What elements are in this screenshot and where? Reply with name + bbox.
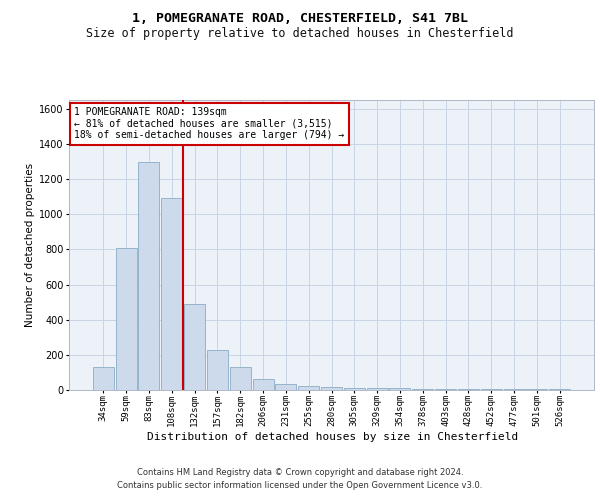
Bar xyxy=(344,388,365,390)
Bar xyxy=(526,389,547,390)
Bar xyxy=(161,198,182,390)
Y-axis label: Number of detached properties: Number of detached properties xyxy=(25,163,35,327)
Bar xyxy=(549,389,570,390)
Bar xyxy=(139,162,160,390)
Bar xyxy=(230,367,251,390)
Bar xyxy=(253,378,274,390)
Bar xyxy=(93,367,114,390)
Bar xyxy=(184,304,205,390)
Text: Contains HM Land Registry data © Crown copyright and database right 2024.: Contains HM Land Registry data © Crown c… xyxy=(137,468,463,477)
Bar xyxy=(435,389,456,390)
Bar xyxy=(321,388,342,390)
Bar xyxy=(298,386,319,390)
Bar xyxy=(207,350,228,390)
Text: 1, POMEGRANATE ROAD, CHESTERFIELD, S41 7BL: 1, POMEGRANATE ROAD, CHESTERFIELD, S41 7… xyxy=(132,12,468,26)
Text: Size of property relative to detached houses in Chesterfield: Size of property relative to detached ho… xyxy=(86,28,514,40)
Bar xyxy=(412,389,433,390)
Bar xyxy=(458,389,479,390)
Bar xyxy=(503,389,524,390)
Bar xyxy=(367,388,388,390)
Text: Contains public sector information licensed under the Open Government Licence v3: Contains public sector information licen… xyxy=(118,480,482,490)
Text: Distribution of detached houses by size in Chesterfield: Distribution of detached houses by size … xyxy=(148,432,518,442)
Bar xyxy=(275,384,296,390)
Bar xyxy=(389,388,410,390)
Bar xyxy=(116,248,137,390)
Bar xyxy=(481,389,502,390)
Text: 1 POMEGRANATE ROAD: 139sqm
← 81% of detached houses are smaller (3,515)
18% of s: 1 POMEGRANATE ROAD: 139sqm ← 81% of deta… xyxy=(74,108,344,140)
